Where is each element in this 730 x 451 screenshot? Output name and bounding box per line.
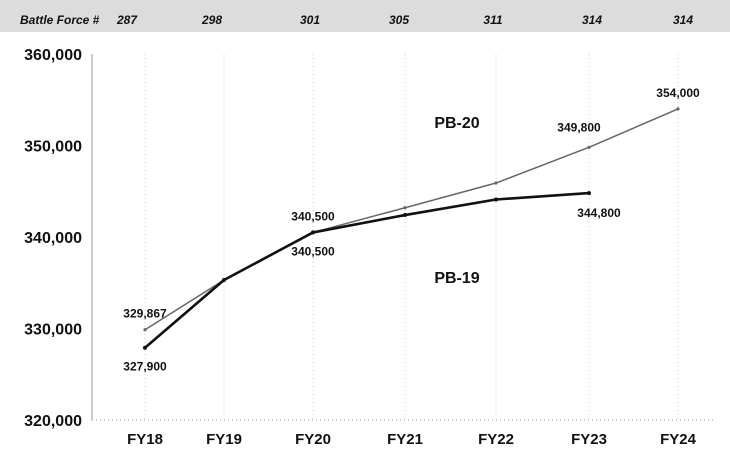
data-label: 327,900 (123, 360, 167, 374)
y-tick-label: 340,000 (24, 230, 82, 247)
y-tick-label: 320,000 (24, 413, 82, 430)
y-tick-label: 360,000 (24, 47, 82, 64)
x-tick-label: FY18 (127, 431, 163, 448)
data-point (403, 213, 407, 218)
battle-force-value: 301 (300, 13, 320, 27)
x-tick-label: FY20 (295, 431, 331, 448)
data-point (494, 181, 498, 185)
data-point (494, 197, 498, 202)
x-tick-label: FY23 (571, 431, 607, 448)
x-tick-label: FY22 (478, 431, 514, 448)
battle-force-value: 298 (201, 13, 222, 27)
x-tick-label: FY19 (206, 431, 242, 448)
battle-force-value: 314 (673, 13, 693, 27)
battle-force-value: 287 (116, 13, 138, 27)
data-point (311, 230, 315, 235)
series-name-label: PB-19 (434, 270, 479, 287)
series-line-pb-19 (143, 191, 591, 350)
data-label: 340,500 (291, 209, 335, 223)
data-point (587, 191, 591, 196)
x-tick-label: FY24 (660, 431, 697, 448)
data-point (143, 328, 147, 332)
battle-force-value: 311 (483, 13, 502, 27)
data-label: 344,800 (577, 206, 621, 220)
series-name-label: PB-20 (434, 115, 479, 132)
data-point (676, 107, 680, 111)
data-point (143, 345, 147, 350)
data-label: 354,000 (656, 86, 700, 100)
data-label: 329,867 (123, 307, 167, 321)
y-tick-label: 350,000 (24, 139, 82, 156)
battle-force-label: Battle Force # (20, 13, 100, 27)
data-label: 340,500 (291, 244, 335, 258)
x-tick-label: FY21 (387, 431, 423, 448)
data-label: 349,800 (557, 120, 601, 134)
y-tick-label: 330,000 (24, 322, 82, 339)
data-point (222, 278, 226, 283)
data-point (403, 206, 407, 210)
data-point (587, 145, 591, 149)
battle-force-band (0, 0, 730, 32)
battle-force-value: 305 (389, 13, 409, 27)
battle-force-value: 314 (582, 13, 602, 27)
